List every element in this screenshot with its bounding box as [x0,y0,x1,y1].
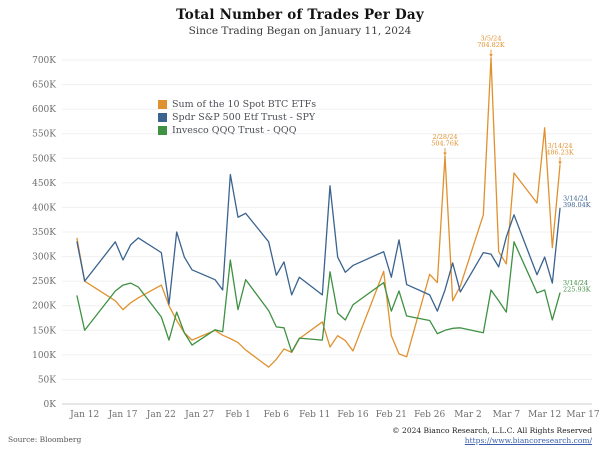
x-tick-label: Mar 12 [528,410,561,420]
annotation-value: 486.23K [546,149,574,157]
annotation-arrowhead [443,152,447,156]
annotation-arrowhead [489,54,493,58]
y-tick-label: 700K [32,56,56,66]
chart-legend: Sum of the 10 Spot BTC ETFs Spdr S&P 500… [158,99,316,138]
y-tick-label: 0K [44,400,57,410]
legend-swatch-blue [158,113,167,122]
x-tick-label: Feb 21 [376,410,407,420]
y-tick-label: 100K [32,351,56,361]
legend-swatch-orange [158,100,167,109]
y-tick-label: 500K [32,154,56,164]
annotation-arrowhead [558,161,562,165]
annotation-value: 504.76K [431,139,459,147]
annotation-value: 225.93K [563,285,591,293]
legend-item-spy: Spdr S&P 500 Etf Trust - SPY [158,112,316,123]
annotation-date: 3/5/24 [481,35,502,43]
annotation-date: 2/28/24 [432,133,457,141]
x-tick-label: Feb 1 [225,410,250,420]
annotation-date: 3/14/24 [563,194,588,202]
legend-swatch-green [158,126,167,135]
legend-label: Invesco QQQ Trust - QQQ [172,125,297,136]
y-tick-label: 50K [38,375,56,385]
chart-header: Total Number of Trades Per Day Since Tra… [0,7,600,37]
annotation-date: 3/14/24 [547,142,572,150]
y-tick-label: 550K [32,130,56,140]
series-line-0 [76,56,561,368]
x-tick-label: Jan 12 [69,410,99,420]
legend-label: Sum of the 10 Spot BTC ETFs [172,99,317,110]
series-line-1 [76,173,561,312]
y-tick-label: 300K [32,253,56,263]
y-tick-label: 350K [32,228,56,238]
x-tick-label: Feb 16 [337,410,368,420]
x-tick-label: Jan 22 [146,410,176,420]
x-tick-label: Mar 17 [566,410,599,420]
x-tick-label: Feb 26 [414,410,445,420]
y-tick-label: 250K [32,277,56,287]
annotation-date: 3/14/24 [563,279,588,287]
legend-item-qqq: Invesco QQQ Trust - QQQ [158,125,316,136]
legend-label: Spdr S&P 500 Etf Trust - SPY [172,112,316,123]
x-tick-label: Feb 11 [299,410,330,420]
y-tick-label: 600K [32,105,56,115]
x-tick-label: Jan 27 [184,410,214,420]
copyright-block: © 2024 Bianco Research, L.L.C. All Right… [392,426,592,446]
legend-item-btc-etfs: Sum of the 10 Spot BTC ETFs [158,99,316,110]
y-tick-label: 400K [32,203,56,213]
y-tick-label: 450K [32,179,56,189]
y-tick-label: 650K [32,81,56,91]
x-tick-label: Jan 17 [107,410,137,420]
x-tick-label: Mar 7 [493,410,521,420]
y-tick-label: 150K [32,326,56,336]
website-link[interactable]: https://www.biancoresearch.com/ [464,435,592,445]
source-note: Source: Bloomberg [8,435,82,444]
page-title: Total Number of Trades Per Day [176,7,424,23]
x-tick-label: Feb 6 [264,410,290,420]
x-tick-label: Mar 2 [454,410,481,420]
y-tick-label: 200K [32,302,56,312]
annotation-value: 704.82K [477,41,505,49]
copyright-text: © 2024 Bianco Research, L.L.C. All Right… [392,425,592,435]
series-line-2 [76,241,561,353]
annotation-value: 398.04K [563,201,591,209]
page-subtitle: Since Trading Began on January 11, 2024 [188,25,412,37]
